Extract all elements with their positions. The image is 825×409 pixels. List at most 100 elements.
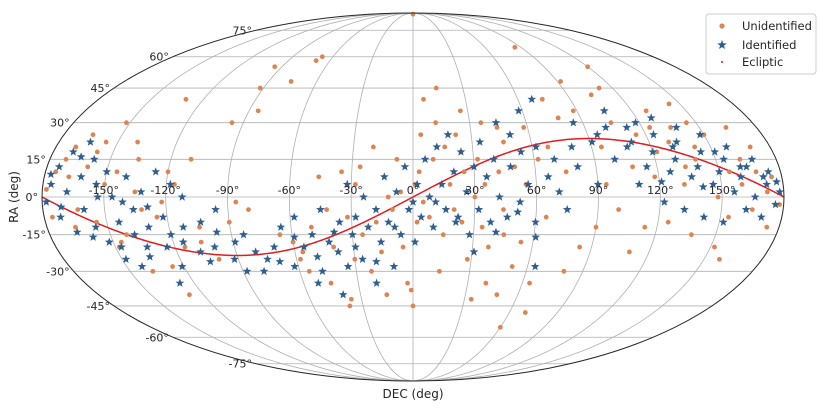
identified-point (515, 197, 525, 206)
unidentified-point (277, 232, 283, 238)
plot-frame (41, 12, 785, 382)
identified-point (104, 237, 114, 246)
identified-point (316, 205, 325, 214)
unidentified-point (288, 79, 294, 84)
identified-point (196, 247, 205, 256)
unidentified-point (353, 181, 358, 187)
identified-point (722, 142, 731, 151)
unidentified-point (535, 156, 541, 162)
identified-point (89, 154, 99, 164)
identified-point (230, 237, 240, 246)
unidentified-point (717, 256, 722, 262)
x-axis-label: DEC (deg) (383, 387, 444, 401)
unidentified-point (442, 144, 448, 150)
identified-point (649, 130, 658, 139)
identified-point (771, 199, 780, 209)
unidentified-point (588, 92, 594, 98)
identified-point (351, 212, 361, 221)
unidentified-point (464, 256, 470, 262)
unidentified-point (385, 194, 391, 200)
identified-point (763, 167, 773, 176)
x-tick-label: 90° (589, 184, 609, 197)
unidentified-point (226, 219, 232, 225)
unidentified-point (187, 292, 192, 298)
identified-point (502, 212, 512, 221)
identified-point (151, 167, 161, 176)
identified-point (79, 205, 89, 214)
identified-point (46, 169, 56, 179)
identified-point (775, 187, 785, 196)
identified-point (747, 154, 757, 164)
x-tick-label: 150° (709, 184, 736, 197)
identified-point (428, 222, 438, 231)
y-tick-label: -45° (87, 300, 110, 313)
identified-point (622, 142, 632, 151)
legend-box (705, 13, 817, 75)
identified-point (196, 217, 206, 226)
identified-point (343, 261, 353, 271)
unidentified-point (668, 125, 674, 130)
unidentified-point (360, 232, 365, 238)
unidentified-point (485, 244, 491, 250)
identified-point (56, 212, 65, 221)
unidentified-point (521, 125, 527, 130)
unidentified-point (183, 96, 189, 102)
identified-point (456, 147, 466, 156)
unidentified-point (319, 54, 325, 60)
unidentified-point (433, 85, 439, 91)
unidentified-point (400, 244, 406, 250)
unidentified-point (118, 239, 124, 245)
unidentified-point (457, 108, 463, 114)
identified-point (486, 217, 495, 226)
identified-point (91, 179, 101, 189)
unidentified-point (739, 181, 745, 187)
identified-point (420, 154, 430, 164)
identified-point (117, 242, 126, 251)
identified-point (475, 137, 485, 146)
unidentified-point (478, 120, 484, 126)
identified-point (756, 212, 766, 221)
identified-point (136, 187, 146, 196)
identified-point (696, 147, 706, 156)
identified-point (358, 254, 367, 264)
unidentified-point (229, 120, 235, 126)
unidentified-point (666, 139, 672, 145)
identified-point (211, 205, 220, 214)
unidentified-point (418, 132, 424, 138)
unidentified-point (494, 292, 500, 298)
unidentified-point (63, 156, 69, 162)
identified-point (412, 179, 422, 189)
x-tick-label: -120° (150, 184, 180, 197)
identified-point (593, 179, 603, 189)
unidentified-point (764, 224, 770, 230)
unidentified-point (308, 224, 314, 230)
unidentified-point (608, 120, 614, 126)
identified-point (408, 197, 418, 206)
identified-point (736, 172, 746, 181)
identified-point (659, 197, 669, 206)
identified-point (670, 154, 680, 164)
unidentified-point (150, 268, 156, 274)
identified-point (178, 222, 188, 231)
unidentified-point (324, 207, 330, 213)
unidentified-point (527, 280, 532, 286)
unidentified-point (345, 214, 350, 220)
identified-point (210, 242, 220, 251)
identified-point (68, 147, 78, 156)
legend-label-unidentified: Unidentified (742, 19, 812, 33)
identified-point (396, 230, 406, 239)
y-tick-label: 15° (26, 153, 46, 166)
identified-point (143, 202, 152, 211)
identified-point (718, 217, 728, 226)
unidentified-point (182, 244, 188, 250)
identified-point (592, 130, 602, 139)
unidentified-point (433, 120, 439, 126)
y-tick-label: 60° (149, 51, 169, 64)
identified-point (631, 118, 640, 127)
x-tick-label: -30° (339, 184, 362, 197)
unidentified-point (723, 125, 729, 130)
identified-point (451, 217, 461, 226)
unidentified-point (451, 207, 457, 213)
identified-point (142, 242, 152, 251)
